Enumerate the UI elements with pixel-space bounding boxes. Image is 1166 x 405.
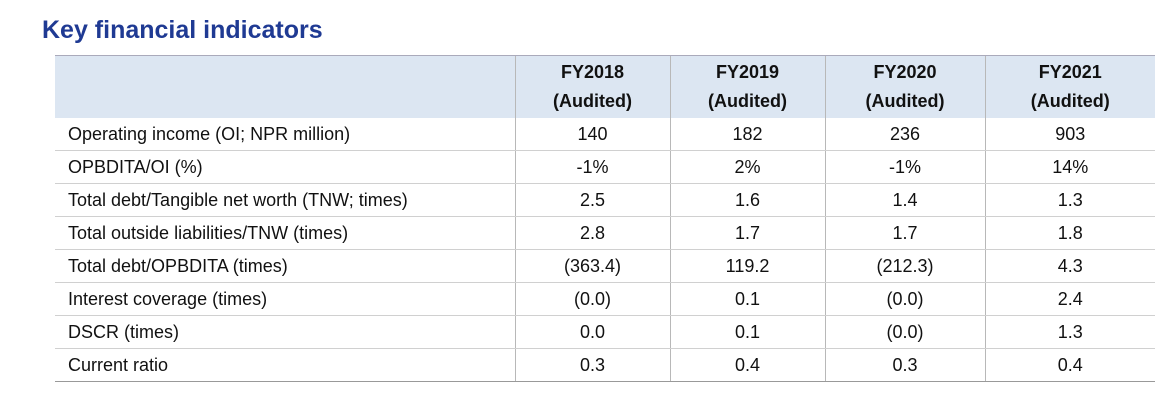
value-cell: 903 [984,118,1155,151]
value-cell: 0.4 [669,348,825,382]
value-cell: 1.4 [824,183,985,217]
value-cell: 1.6 [669,183,825,217]
row-label: DSCR (times) [55,315,515,349]
header-line: (Audited) [553,91,632,111]
value-cell: (0.0) [824,315,985,349]
table-body: Operating income (OI; NPR million) 140 182… [55,118,1155,382]
table-row: Operating income (OI; NPR million) 140 182… [55,118,1155,151]
table-row: Total debt/OPBDITA (times) (363.4) 119.2 (2… [55,249,1155,283]
header-line: (Audited) [1030,91,1110,111]
row-label: Total outside liabilities/TNW (times) [55,216,515,250]
header-line: (Audited) [708,91,787,111]
header-line: FY2018 [560,62,625,82]
value-cell: 119.2 [669,249,825,283]
value-cell: 0.1 [669,315,825,349]
header-cell: FY2019 (Audited) [669,55,825,118]
value-cell: 1.8 [984,216,1155,250]
row-label: Interest coverage (times) [55,282,515,316]
value-cell: 0.1 [669,282,825,316]
value-cell: -1% [824,150,985,184]
value-cell: 1.7 [824,216,985,250]
header-line: FY2019 [715,62,780,82]
value-cell: 14% [984,150,1155,184]
row-label: Current ratio [55,348,515,382]
header-line: FY2021 [1038,62,1102,82]
row-label: OPBDITA/OI (%) [55,150,515,184]
row-label: Total debt/OPBDITA (times) [55,249,515,283]
header-row: FY2018 (Audited) FY2019 (Audited) FY2020 (Aud… [55,55,1155,118]
row-label: Total debt/Tangible net worth (TNW; time… [55,183,515,217]
table-row: Interest coverage (times) (0.0) 0.1 (0.0) 2.… [55,282,1155,316]
value-cell: (0.0) [824,282,985,316]
header-line: FY2020 [873,62,937,82]
value-cell: 2.5 [514,183,670,217]
value-cell: 182 [669,118,825,151]
table-row: Total outside liabilities/TNW (times) 2.8… [55,216,1155,250]
table-row: DSCR (times) 0.0 0.1 (0.0) 1.3 [55,315,1155,349]
header-cell [55,55,515,118]
table-row: Total debt/Tangible net worth (TNW; time… [55,183,1155,217]
value-cell: 2.4 [984,282,1155,316]
value-cell: 2% [669,150,825,184]
value-cell: -1% [514,150,670,184]
value-cell: (363.4) [514,249,670,283]
value-cell: 2.8 [514,216,670,250]
table-row: Current ratio 0.3 0.4 0.3 0.4 [55,348,1155,382]
value-cell: 236 [824,118,985,151]
value-cell: 0.0 [514,315,670,349]
value-cell: 1.3 [984,315,1155,349]
value-cell: (212.3) [824,249,985,283]
table-row: OPBDITA/OI (%) -1% 2% -1% 14% [55,150,1155,184]
header-cell: FY2020 (Audited) [824,55,985,118]
value-cell: 140 [514,118,670,151]
value-cell: 0.4 [984,348,1155,382]
value-cell: 0.3 [514,348,670,382]
value-cell: 4.3 [984,249,1155,283]
value-cell: (0.0) [514,282,670,316]
value-cell: 1.3 [984,183,1155,217]
row-label: Operating income (OI; NPR million) [55,118,515,151]
value-cell: 0.3 [824,348,985,382]
header-cell: FY2021 (Audited) [984,55,1155,118]
value-cell: 1.7 [669,216,825,250]
title: Key financial indicators [42,16,323,44]
table: FY2018 (Audited) FY2019 (Audited) FY2020 (Aud… [55,55,1155,382]
header-cell: FY2018 (Audited) [514,55,670,118]
header-line: (Audited) [865,91,945,111]
